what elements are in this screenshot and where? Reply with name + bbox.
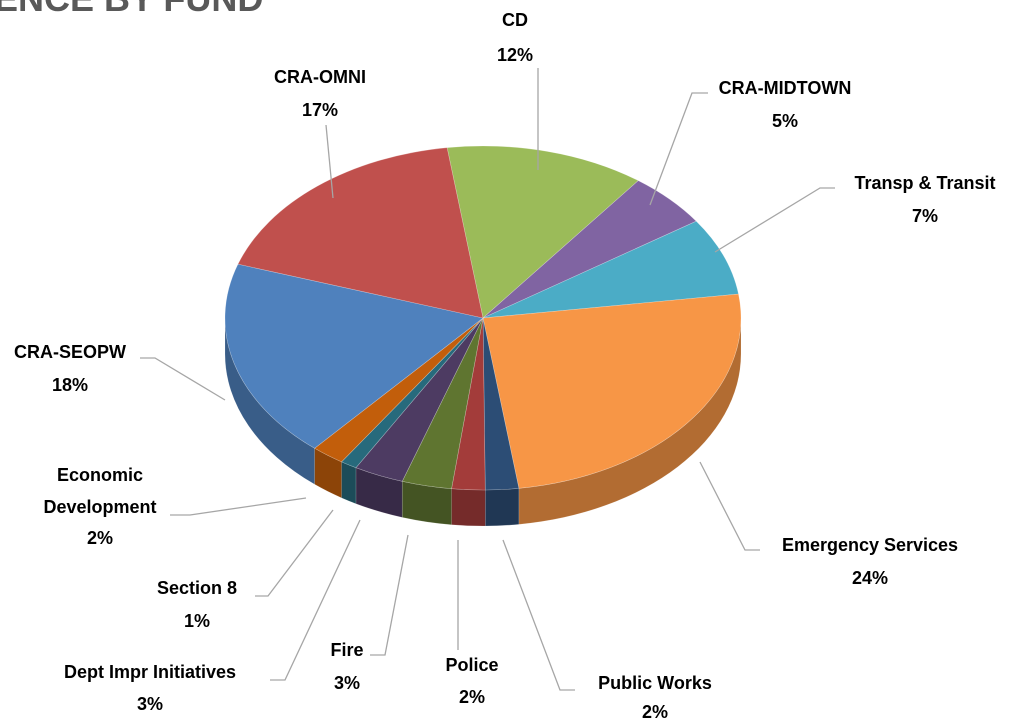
slice-value-label: 18% bbox=[51, 375, 89, 395]
leader-line bbox=[325, 124, 334, 199]
slice-value-label: 17% bbox=[301, 100, 339, 120]
slice bbox=[224, 263, 484, 449]
slice-value-label: 2% bbox=[86, 528, 114, 548]
slice-value-label: 2% bbox=[641, 702, 669, 722]
slice bbox=[446, 145, 639, 319]
slice-label: Transp & Transit bbox=[854, 173, 996, 193]
leader-line bbox=[170, 497, 307, 516]
slice-value-label: 5% bbox=[771, 111, 799, 131]
slice-side bbox=[485, 488, 520, 527]
slice bbox=[237, 147, 484, 319]
slice-label: Dept Impr Initiatives bbox=[63, 662, 237, 682]
slice bbox=[482, 293, 742, 489]
slice-label: CRA-SEOPW bbox=[14, 342, 126, 362]
leader-line bbox=[370, 534, 409, 656]
slice-label: Fire bbox=[330, 640, 364, 660]
leader-line bbox=[714, 187, 835, 253]
slice-label: Economic Development bbox=[43, 465, 157, 517]
leader-line bbox=[649, 92, 708, 206]
slice-label: CD bbox=[502, 10, 528, 30]
slice-label: Police bbox=[445, 655, 499, 675]
leader-line bbox=[699, 461, 760, 551]
slice bbox=[451, 317, 486, 491]
slice-label: CRA-MIDTOWN bbox=[718, 78, 852, 98]
slice-value-label: 24% bbox=[851, 568, 889, 588]
leader-line bbox=[270, 519, 361, 681]
slice-value-label: 3% bbox=[333, 673, 361, 693]
slice bbox=[355, 317, 484, 482]
slice-value-label: 2% bbox=[458, 687, 486, 707]
slice-side bbox=[341, 461, 357, 505]
slice bbox=[314, 317, 484, 463]
leader-line bbox=[255, 509, 334, 597]
slice-value-label: 1% bbox=[183, 611, 211, 631]
slice bbox=[482, 317, 520, 491]
slice bbox=[341, 317, 484, 469]
slice bbox=[482, 220, 739, 319]
slice bbox=[401, 317, 484, 490]
leader-line bbox=[140, 357, 226, 401]
slice-label: Section 8 bbox=[156, 578, 238, 598]
slice-side bbox=[451, 488, 486, 527]
slice-label: CRA-OMNI bbox=[274, 67, 366, 87]
slice bbox=[482, 180, 697, 319]
chart-title: ENCE BY FUND bbox=[0, 0, 263, 20]
leader-line bbox=[502, 539, 575, 691]
slice-value-label: 3% bbox=[136, 694, 164, 714]
slice-value-label: 7% bbox=[911, 206, 939, 226]
slice-value-label: 12% bbox=[496, 45, 534, 65]
slice-label: Emergency Services bbox=[781, 535, 959, 555]
slice-label: Public Works bbox=[598, 673, 712, 693]
